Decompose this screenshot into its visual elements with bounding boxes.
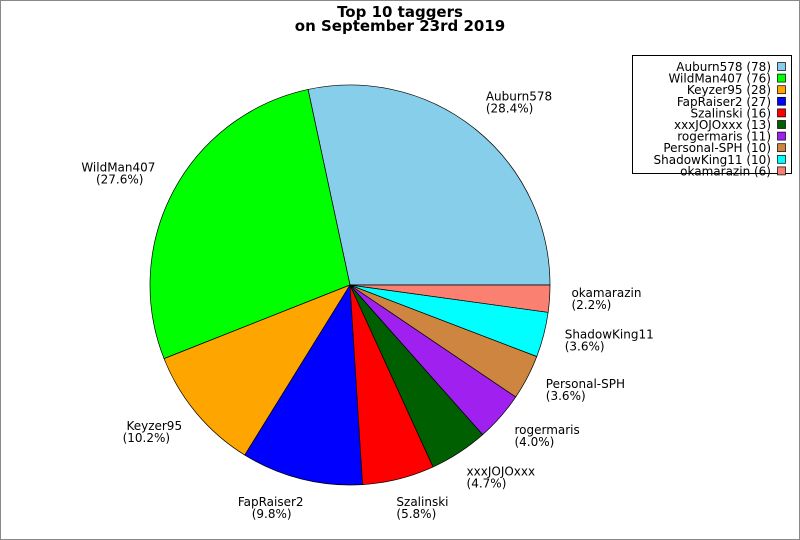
legend-swatch — [777, 62, 786, 71]
legend-label: Personal-SPH (10) — [663, 141, 771, 155]
legend-swatch — [777, 143, 786, 153]
slice-value-label: (3.6%) — [565, 340, 605, 354]
slice-label: xxxJOJOxxx — [467, 464, 536, 478]
slice-label: okamarazin — [571, 286, 641, 300]
slice-value-label: (4.0%) — [514, 435, 554, 449]
legend-swatch — [777, 85, 786, 95]
legend-swatch — [777, 166, 786, 176]
legend-swatch — [777, 131, 786, 141]
slice-label: Auburn578 — [486, 90, 552, 104]
slice-value-label: (4.7%) — [467, 476, 507, 490]
slice-label: ShadowKing11 — [565, 328, 654, 342]
legend-label: okamarazin (6) — [680, 164, 771, 178]
slice-label: Szalinski — [396, 495, 448, 509]
legend-swatch — [777, 154, 786, 164]
legend-label: Auburn578 (78) — [676, 60, 771, 74]
legend-box — [632, 55, 792, 174]
legend-swatch — [777, 120, 786, 129]
pie-slice — [307, 84, 551, 286]
legend-swatch — [777, 108, 786, 118]
pie-slice — [163, 284, 351, 456]
slice-value-label: (9.8%) — [252, 507, 292, 521]
slice-value-label: (10.2%) — [123, 431, 170, 445]
slice-value-label: (27.6%) — [96, 173, 143, 187]
slice-label: rogermaris — [514, 423, 579, 437]
slice-value-label: (3.6%) — [546, 389, 586, 403]
pie-slice — [349, 284, 551, 313]
chart-title: on September 23rd 2019 — [295, 17, 505, 35]
legend-label: xxxJOJOxxx (13) — [674, 118, 771, 132]
slice-label: Keyzer95 — [126, 419, 182, 433]
pie-slice — [244, 283, 363, 486]
legend-label: rogermaris (11) — [677, 130, 771, 144]
legend-label: ShadowKing11 (10) — [654, 153, 772, 167]
legend-label: WildMan407 (76) — [668, 72, 771, 86]
legend-swatch — [777, 96, 786, 106]
slice-value-label: (28.4%) — [486, 102, 533, 116]
pie-slice — [149, 89, 351, 360]
slice-label: Personal-SPH — [546, 377, 625, 391]
legend-swatch — [777, 73, 786, 83]
slice-value-label: (5.8%) — [396, 507, 436, 521]
legend-label: Szalinski (16) — [690, 106, 771, 120]
slice-label: FapRaiser2 — [238, 495, 304, 509]
slice-value-label: (2.2%) — [571, 298, 611, 312]
legend-label: Keyzer95 (28) — [687, 83, 771, 97]
chart-title: Top 10 taggers — [337, 3, 463, 21]
legend-label: FapRaiser2 (27) — [677, 95, 771, 109]
slice-label: WildMan407 — [81, 161, 155, 175]
